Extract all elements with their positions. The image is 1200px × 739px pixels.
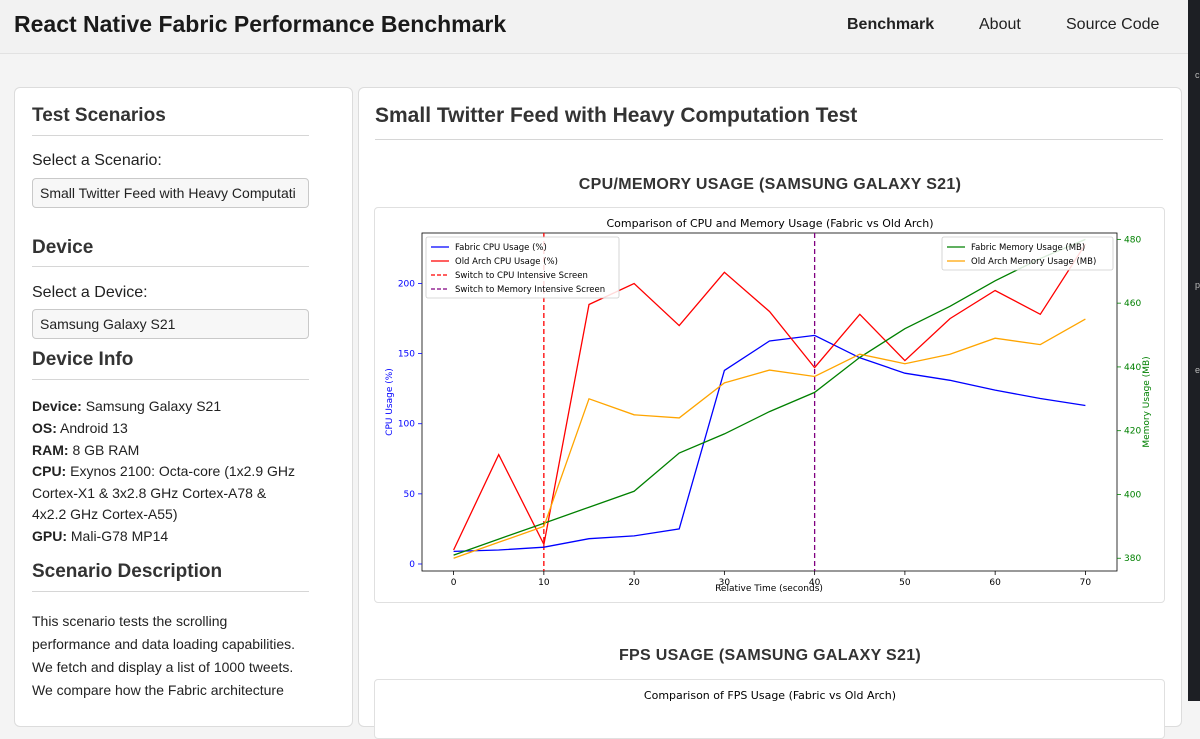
edge-glyph: c [1195, 70, 1200, 80]
edge-glyph: p [1195, 280, 1200, 290]
legend-label: Old Arch Memory Usage (MB) [971, 257, 1096, 267]
x-tick-label: 60 [989, 578, 1001, 588]
chart-title: Comparison of CPU and Memory Usage (Fabr… [606, 217, 933, 230]
x-tick-label: 20 [628, 578, 640, 588]
scenario-select[interactable]: Small Twitter Feed with Heavy Computati [32, 178, 309, 208]
device-label: Select a Device: [32, 284, 148, 301]
x-tick-label: 70 [1080, 578, 1092, 588]
fps-chart: Comparison of FPS Usage (Fabric vs Old A… [644, 689, 896, 702]
x-tick-label: 40 [809, 578, 821, 588]
info-key: CPU: [32, 463, 67, 479]
x-tick-label: 10 [538, 578, 550, 588]
y-tick-label: 150 [398, 350, 415, 360]
divider [32, 266, 309, 267]
nav-benchmark[interactable]: Benchmark [847, 16, 935, 33]
info-key: OS: [32, 420, 57, 436]
cpu-memory-chart-card: Comparison of CPU and Memory Usage (Fabr… [374, 207, 1165, 603]
info-value: Samsung Galaxy S21 [85, 398, 222, 414]
divider [32, 135, 309, 136]
info-ram: RAM: 8 GB RAM [32, 442, 139, 458]
fabric-memory-line [453, 238, 1086, 556]
info-value: Exynos 2100: Octa-core (1x2.9 GHz [70, 463, 295, 479]
y2-tick-label: 400 [1124, 490, 1141, 500]
legend-box-right [941, 236, 1114, 271]
fabric-cpu-line [453, 334, 1086, 553]
main-panel: Small Twitter Feed with Heavy Computatio… [358, 87, 1182, 739]
edge-glyph: e [1195, 365, 1200, 375]
x-axis-label: Relative Time (seconds) [715, 584, 823, 594]
legend-label: Fabric CPU Usage (%) [455, 243, 547, 253]
legend-label: Switch to CPU Intensive Screen [455, 271, 588, 281]
old-arch-memory-line [453, 318, 1086, 559]
info-key: GPU: [32, 528, 67, 544]
legend-label: Fabric Memory Usage (MB) [971, 243, 1085, 253]
description-line: We fetch and display a list of 1000 twee… [32, 659, 294, 675]
scenario-label: Select a Scenario: [32, 152, 162, 169]
x-tick-label: 30 [719, 578, 731, 588]
y-tick-label: 50 [404, 490, 416, 500]
old-arch-cpu-line [453, 243, 1086, 551]
nav-about[interactable]: About [979, 16, 1021, 33]
plot-frame [421, 232, 1118, 572]
info-cpu: CPU: Exynos 2100: Octa-core (1x2.9 GHz [32, 463, 295, 479]
info-key: Device: [32, 398, 82, 414]
sidebar-panel: Test Scenarios Select a Scenario: Small … [14, 87, 353, 727]
window-edge [1188, 0, 1200, 701]
y2-tick-label: 480 [1124, 235, 1141, 245]
y2-axis-label: Memory Usage (MB) [1142, 356, 1152, 447]
nav-source-code[interactable]: Source Code [1066, 16, 1160, 33]
cpu-memory-chart: Comparison of CPU and Memory Usage (Fabr… [385, 217, 1152, 594]
app-title: React Native Fabric Performance Benchmar… [14, 11, 507, 37]
scenario-description-heading: Scenario Description [32, 561, 223, 582]
y-tick-label: 0 [409, 560, 415, 570]
legend-label: Switch to Memory Intensive Screen [455, 285, 605, 295]
y-axis-label: CPU Usage (%) [385, 368, 395, 436]
legend-box-left [425, 236, 620, 299]
description-line: We compare how the Fabric architecture [32, 682, 284, 698]
info-cpu-cont: 4x2.2 GHz Cortex-A55) [32, 506, 178, 522]
x-tick-label: 0 [451, 578, 457, 588]
y2-tick-label: 420 [1124, 427, 1141, 437]
y-tick-label: 200 [398, 279, 415, 289]
device-select[interactable]: Samsung Galaxy S21 [32, 309, 309, 339]
info-os: OS: Android 13 [32, 420, 128, 436]
cpu-memory-section-title: CPU/MEMORY USAGE (SAMSUNG GALAXY S21) [578, 176, 962, 193]
y-tick-label: 100 [398, 420, 415, 430]
y2-tick-label: 380 [1124, 554, 1141, 564]
top-nav-bar: React Native Fabric Performance Benchmar… [0, 0, 1188, 54]
device-info-heading: Device Info [32, 349, 134, 370]
test-title: Small Twitter Feed with Heavy Computatio… [375, 104, 858, 127]
info-value: Mali-G78 MP14 [70, 528, 169, 544]
legend-label: Old Arch CPU Usage (%) [455, 257, 558, 267]
test-scenarios-heading: Test Scenarios [32, 105, 166, 126]
divider [32, 379, 309, 380]
divider [375, 139, 1163, 140]
fps-section-title: FPS USAGE (SAMSUNG GALAXY S21) [618, 647, 922, 664]
info-value: Android 13 [60, 420, 128, 436]
info-key: RAM: [32, 442, 69, 458]
info-gpu: GPU: Mali-G78 MP14 [32, 528, 168, 544]
y2-tick-label: 440 [1124, 363, 1141, 373]
info-value: 8 GB RAM [72, 442, 140, 458]
description-line: performance and data loading capabilitie… [32, 636, 296, 652]
description-line: This scenario tests the scrolling [32, 613, 228, 629]
x-tick-label: 50 [899, 578, 911, 588]
info-device: Device: Samsung Galaxy S21 [32, 398, 221, 414]
device-heading: Device [32, 237, 94, 258]
fps-chart-card: Comparison of FPS Usage (Fabric vs Old A… [374, 679, 1165, 739]
fps-chart-title: Comparison of FPS Usage (Fabric vs Old A… [644, 689, 896, 702]
divider [32, 591, 309, 592]
info-cpu-cont: Cortex-X1 & 3x2.8 GHz Cortex-A78 & [32, 485, 267, 501]
y2-tick-label: 460 [1124, 299, 1141, 309]
